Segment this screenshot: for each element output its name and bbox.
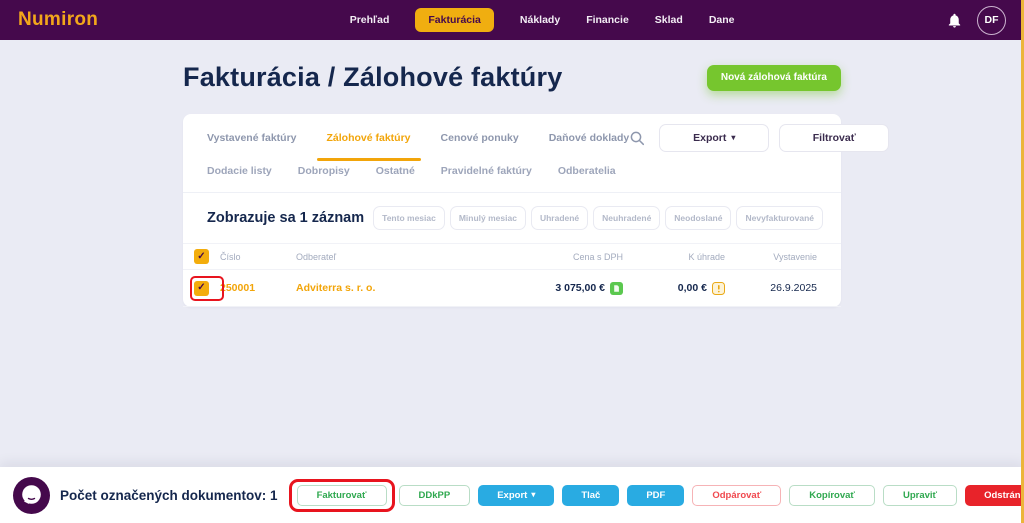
bulk-action-bar: Počet označených dokumentov: 1 Fakturova… bbox=[0, 467, 1024, 523]
tab-odberatelia[interactable]: Odberatelia bbox=[557, 165, 616, 177]
invoice-number-link[interactable]: 250001 bbox=[220, 282, 256, 294]
nav-dane[interactable]: Dane bbox=[708, 14, 735, 26]
issue-date: 26.9.2025 bbox=[770, 282, 817, 294]
filter-neuhradene[interactable]: Neuhradené bbox=[593, 206, 661, 230]
nav-naklady[interactable]: Náklady bbox=[519, 14, 561, 26]
pdf-button[interactable]: PDF bbox=[627, 484, 685, 506]
kopirovat-button[interactable]: Kopírovať bbox=[789, 484, 875, 506]
payment-status-paid-icon bbox=[610, 281, 623, 295]
tab-ostatne[interactable]: Ostatné bbox=[375, 165, 415, 177]
tab-dodacie-listy[interactable]: Dodacie listy bbox=[207, 165, 272, 177]
bell-icon[interactable] bbox=[946, 12, 963, 29]
price-with-vat: 3 075,00 € bbox=[555, 282, 605, 294]
annotation-highlight-fakturovat: Fakturovať bbox=[288, 478, 395, 512]
tab-danove-doklady[interactable]: Daňové doklady bbox=[548, 131, 630, 144]
chat-bubble-icon[interactable] bbox=[13, 476, 50, 514]
secondary-tabs-row: Dodacie listy Dobropisy Ostatné Pravidel… bbox=[183, 161, 841, 193]
customer-link[interactable]: Adviterra s. r. o. bbox=[296, 282, 376, 294]
fakturovat-button[interactable]: Fakturovať bbox=[296, 484, 387, 506]
table-row[interactable]: ✓ 250001 Adviterra s. r. o. 3 075,00 € 0… bbox=[183, 270, 841, 307]
tab-pravidelne-faktury[interactable]: Pravidelné faktúry bbox=[440, 165, 532, 177]
records-row: Zobrazuje sa 1 záznam Tento mesiac Minul… bbox=[183, 193, 841, 243]
main-nav: Prehľad Fakturácia Náklady Financie Skla… bbox=[138, 8, 946, 32]
ddkpp-button[interactable]: DDkPP bbox=[398, 484, 471, 506]
filter-minuly-mesiac[interactable]: Minulý mesiac bbox=[449, 206, 526, 230]
col-cena-s-dph[interactable]: Cena s DPH bbox=[572, 251, 623, 262]
page-title: Fakturácia / Zálohové faktúry bbox=[183, 62, 563, 92]
tab-dobropisy[interactable]: Dobropisy bbox=[297, 165, 350, 177]
tab-cenove-ponuky[interactable]: Cenové ponuky bbox=[440, 131, 519, 144]
app-logo[interactable]: Numiron bbox=[18, 9, 99, 30]
nav-prehlad[interactable]: Prehľad bbox=[349, 14, 390, 26]
header-right-controls: DF bbox=[946, 5, 1006, 35]
filter-neodoslane[interactable]: Neodoslané bbox=[665, 206, 732, 230]
filter-tento-mesiac[interactable]: Tento mesiac bbox=[373, 206, 445, 230]
annotation-border bbox=[1021, 0, 1024, 523]
payment-status-warning-icon bbox=[712, 281, 725, 295]
export-bulk-button[interactable]: Export ▾ bbox=[478, 484, 555, 506]
nav-sklad[interactable]: Sklad bbox=[654, 14, 683, 26]
select-all-checkbox[interactable]: ✓ bbox=[194, 249, 209, 264]
bulk-actions: Fakturovať DDkPP Export ▾ Tlač PDF Odpár… bbox=[288, 478, 1024, 512]
primary-tabs-row: Vystavené faktúry Zálohové faktúry Cenov… bbox=[183, 114, 890, 161]
records-count: Zobrazuje sa 1 záznam bbox=[207, 210, 365, 226]
export-button-label: Export bbox=[693, 131, 727, 144]
col-k-uhrade[interactable]: K úhrade bbox=[688, 251, 725, 262]
caret-down-icon: ▾ bbox=[731, 132, 736, 142]
new-advance-invoice-button[interactable]: Nová zálohová faktúra bbox=[706, 64, 841, 91]
main-content: Fakturácia / Zálohové faktúry Nová záloh… bbox=[183, 62, 890, 307]
col-odberatel[interactable]: Odberateľ bbox=[296, 251, 337, 262]
tlac-button[interactable]: Tlač bbox=[562, 484, 620, 506]
export-bulk-label: Export bbox=[497, 489, 528, 501]
filter-button[interactable]: Filtrovať bbox=[779, 123, 890, 152]
export-button[interactable]: Export ▾ bbox=[659, 123, 770, 152]
col-vystavenie[interactable]: Vystavenie bbox=[773, 251, 817, 262]
amount-to-pay: 0,00 € bbox=[677, 282, 707, 294]
col-cislo[interactable]: Číslo bbox=[220, 251, 241, 262]
nav-financie[interactable]: Financie bbox=[586, 14, 629, 26]
caret-down-icon: ▾ bbox=[531, 490, 536, 499]
search-icon[interactable] bbox=[629, 130, 645, 146]
filter-nevyfakturovane[interactable]: Nevyfakturované bbox=[736, 206, 823, 230]
top-nav-bar: Numiron Prehľad Fakturácia Náklady Finan… bbox=[0, 0, 1024, 40]
selected-count-label: Počet označených dokumentov: 1 bbox=[60, 487, 278, 503]
nav-fakturacia[interactable]: Fakturácia bbox=[415, 8, 494, 32]
upravit-button[interactable]: Upraviť bbox=[882, 484, 958, 506]
odparovat-button[interactable]: Odpárovať bbox=[692, 484, 782, 506]
quick-filters: Tento mesiac Minulý mesiac Uhradené Neuh… bbox=[373, 206, 823, 230]
invoices-card: Vystavené faktúry Zálohové faktúry Cenov… bbox=[183, 114, 890, 307]
avatar[interactable]: DF bbox=[977, 5, 1006, 35]
row-checkbox[interactable]: ✓ bbox=[194, 280, 209, 296]
tab-vystavene-faktury[interactable]: Vystavené faktúry bbox=[207, 131, 297, 144]
odstranit-button[interactable]: Odstrániť bbox=[965, 484, 1024, 506]
tab-zalohove-faktury[interactable]: Zálohové faktúry bbox=[316, 114, 421, 161]
filter-uhradene[interactable]: Uhradené bbox=[530, 206, 589, 230]
table-header: ✓ Číslo Odberateľ Cena s DPH K úhrade Vy… bbox=[183, 243, 841, 270]
